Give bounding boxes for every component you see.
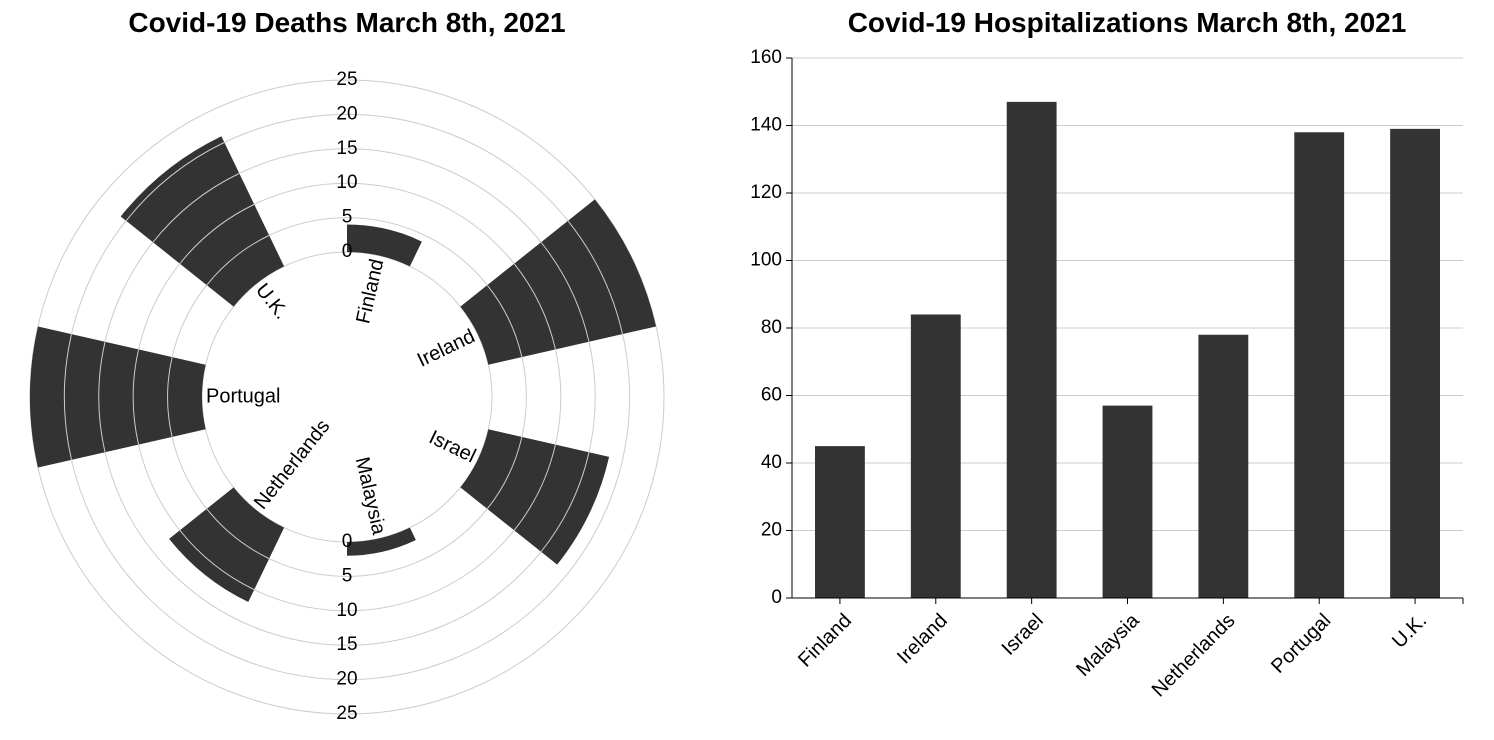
radial-tick-top-20: 20 [336,103,357,124]
bar-grid-overlay [486,284,523,358]
bar-grid-overlay [167,356,173,438]
x-tick-label-israel: Israel [998,610,1048,660]
radial-bar-portugal [30,326,206,468]
x-tick-label-u-k: U.K. [1388,610,1431,653]
y-tick-label-160: 160 [750,47,782,68]
bar-netherlands [1198,334,1249,598]
bar-grid-overlay [179,203,255,265]
radial-category-label-ireland: Ireland [414,325,479,371]
radial-bar-ireland [460,199,657,365]
radial-tick-top-25: 25 [336,69,357,90]
bar-grid-overlay [125,141,225,222]
radial-bar-netherlands [169,487,285,603]
bar-grid-overlay [567,220,624,335]
radial-bar-israel [460,429,610,565]
y-tick-label-0: 0 [771,587,782,608]
bar-grid-overlay [98,341,106,453]
bar-grid-overlay [513,444,556,531]
y-tick-label-140: 140 [750,115,782,136]
deaths-chart-title: Covid-19 Deaths March 8th, 2021 [128,7,565,38]
bar-grid-overlay [206,508,270,560]
bar-portugal [1294,132,1345,598]
radial-bar-finland [347,224,422,267]
y-tick-label-120: 120 [750,182,782,203]
bar-grid-overlay [540,241,590,342]
bar-malaysia [1102,405,1153,598]
bar-grid-overlay [486,436,523,510]
radial-tick-top-5: 5 [342,207,353,228]
x-tick-label-ireland: Ireland [893,610,952,669]
y-tick-label-80: 80 [761,317,782,338]
radial-bar-u-k [120,136,285,307]
y-tick-label-40: 40 [761,452,782,473]
hospitalizations-chart-title: Covid-19 Hospitalizations March 8th, 202… [848,7,1407,38]
x-tick-label-netherlands: Netherlands [1148,610,1240,702]
radial-tick-top-15: 15 [336,138,357,159]
y-tick-label-20: 20 [761,520,782,541]
bar-ireland [910,314,961,598]
bar-grid-overlay [63,334,72,460]
bar-y-tick-labels: 0 20 40 60 80 100 120 140 160 [750,47,782,608]
radial-category-label-israel: Israel [426,426,480,467]
bar-u-k [1390,128,1440,598]
radial-category-labels: Finland Ireland Israel Malaysia Netherlands P… [206,257,479,538]
bar-x-tick-labels: Finland Ireland Israel Malaysia Netherlands P… [794,609,1431,701]
x-tick-label-finland: Finland [794,610,856,672]
bar-grid-overlay [206,234,270,286]
bar-grid-overlay [513,263,556,350]
radial-tick-top-10: 10 [336,172,357,193]
x-tick-label-portugal: Portugal [1267,610,1335,678]
bar-israel [1006,101,1057,598]
radial-tick-bottom-15: 15 [336,634,357,655]
bar-grid-overlay [179,529,255,591]
bar-grid-overlay [152,172,240,243]
radial-category-label-finland: Finland [352,257,388,326]
radial-category-label-netherlands: Netherlands [250,416,334,514]
radial-bar-malaysia [347,527,416,556]
radial-tick-top-0: 0 [342,241,353,262]
radial-tick-bottom-0: 0 [342,531,353,552]
y-tick-label-60: 60 [761,385,782,406]
radial-category-label-malaysia: Malaysia [351,455,390,538]
hospitalizations-bar-chart: Covid-19 Hospitalizations March 8th, 202… [750,7,1464,701]
radial-tick-bottom-25: 25 [336,703,357,724]
radial-category-label-u-k: U.K. [251,279,292,323]
bar-grid-overlay [540,452,590,553]
bar-grid-overlay [132,349,140,445]
radial-tick-bottom-10: 10 [336,600,357,621]
radial-category-label-portugal: Portugal [206,385,281,407]
radial-tick-labels: 0 0 5 5 10 10 15 15 20 20 25 25 [336,69,357,724]
radial-bars [30,136,657,603]
y-tick-label-100: 100 [750,250,782,271]
deaths-radial-chart: Covid-19 Deaths March 8th, 2021 0 0 5 5 10 10… [29,7,665,724]
radial-tick-bottom-20: 20 [336,669,357,690]
bar-bars [815,101,1440,598]
bar-axes [786,57,1464,604]
bar-finland [815,446,865,598]
radial-tick-bottom-5: 5 [342,565,353,586]
x-tick-label-malaysia: Malaysia [1072,609,1144,681]
